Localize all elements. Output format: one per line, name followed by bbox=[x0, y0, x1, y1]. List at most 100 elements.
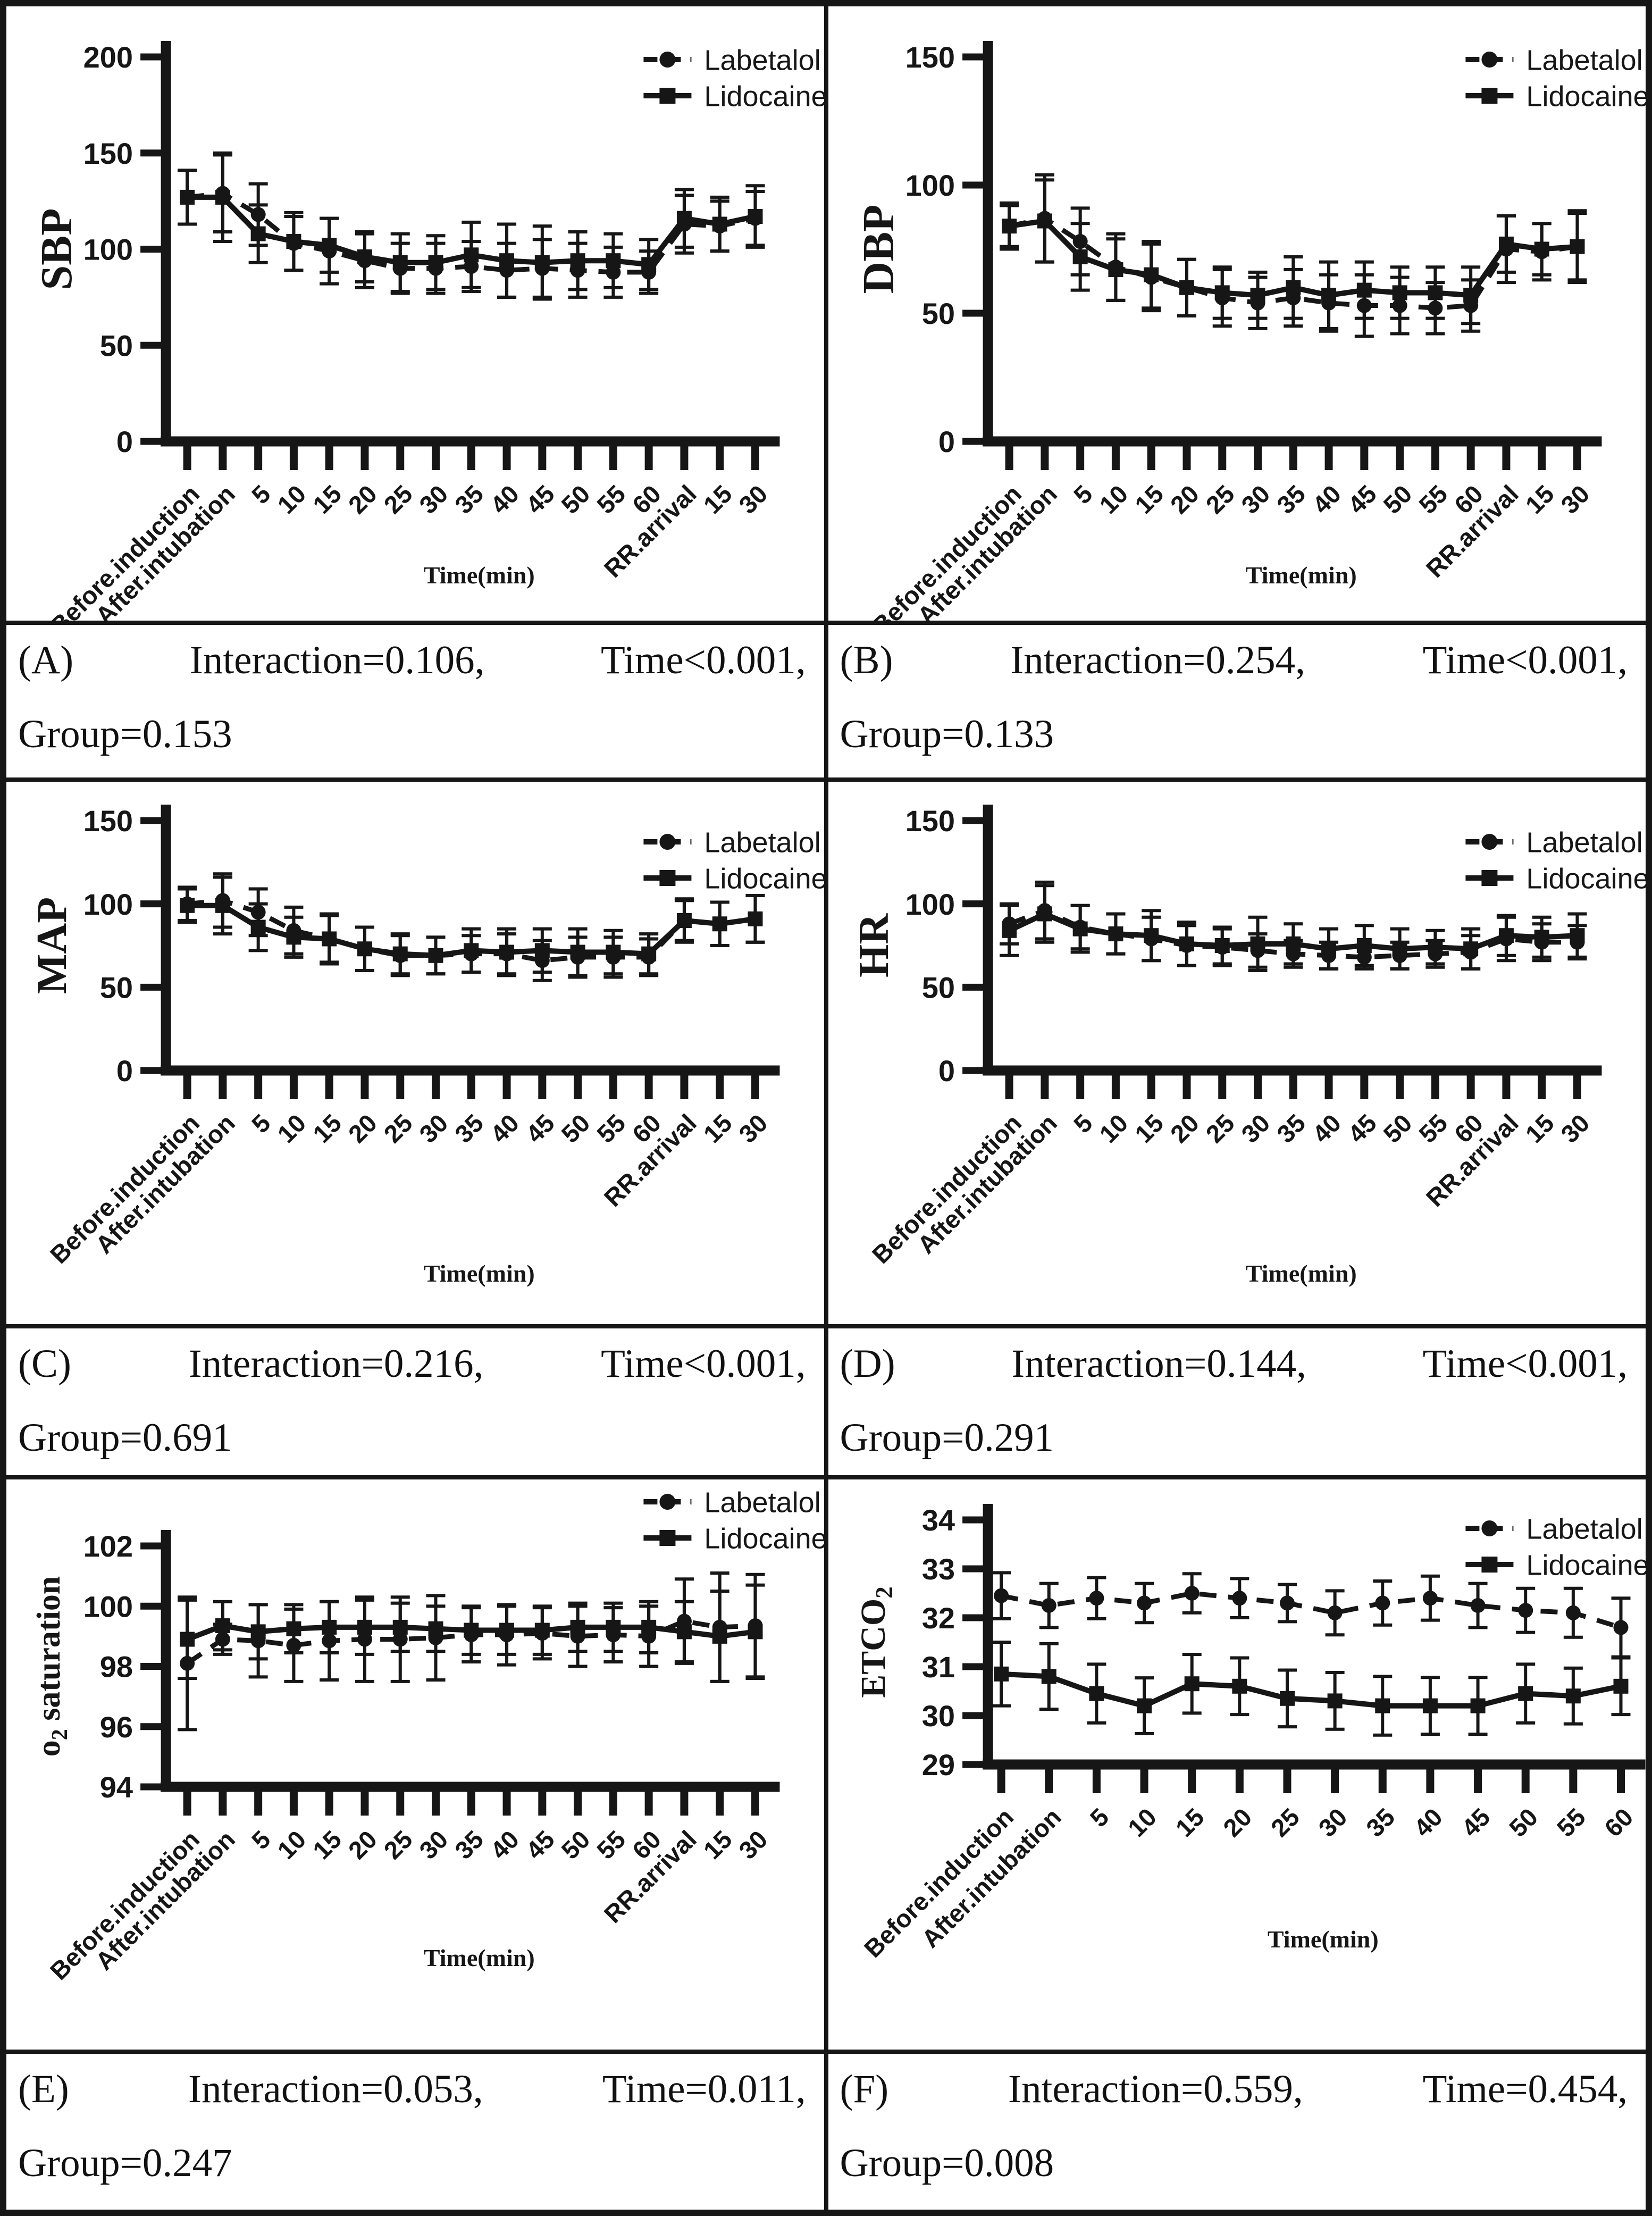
y-tick-label: 31 bbox=[921, 1650, 954, 1684]
x-tick-label: 60 bbox=[1599, 1803, 1638, 1842]
data-point-marker bbox=[357, 1632, 372, 1647]
data-point-marker bbox=[1613, 1678, 1628, 1694]
data-point-marker bbox=[676, 913, 692, 928]
caption-c-group: Group=0.691 bbox=[18, 1416, 232, 1460]
x-tick-label: 15 bbox=[698, 1825, 737, 1864]
x-tick-label: 40 bbox=[485, 1109, 524, 1148]
legend-label: Lidocaine bbox=[704, 1523, 824, 1554]
vertical-divider bbox=[824, 625, 828, 777]
data-point-marker bbox=[1108, 262, 1123, 278]
circle-marker-icon bbox=[1481, 52, 1497, 68]
data-point-marker bbox=[641, 257, 657, 272]
x-tick-label: 50 bbox=[1503, 1803, 1542, 1842]
x-tick-label: 40 bbox=[1306, 480, 1346, 519]
data-point-marker bbox=[286, 1621, 301, 1636]
x-tick-label: 35 bbox=[1360, 1803, 1399, 1842]
caption-d-line1: (D) Interaction=0.144, Time<0.001, bbox=[828, 1328, 1646, 1385]
data-point-marker bbox=[499, 944, 515, 960]
caption-a-label: (A) bbox=[18, 638, 74, 682]
horizontal-divider bbox=[6, 621, 1646, 625]
data-point-marker bbox=[993, 1588, 1009, 1603]
data-point-marker bbox=[1001, 219, 1017, 234]
x-tick-label: 25 bbox=[378, 480, 417, 519]
data-point-marker bbox=[570, 1619, 585, 1635]
x-tick-label: 30 bbox=[1236, 480, 1275, 519]
data-point-marker bbox=[1001, 923, 1017, 938]
data-point-marker bbox=[1136, 1698, 1152, 1713]
x-tick-label: 35 bbox=[449, 1825, 489, 1864]
x-tick-label: 10 bbox=[1094, 480, 1133, 519]
caption-e-time: Time=0.011, bbox=[602, 2067, 806, 2111]
data-point-marker bbox=[1565, 1688, 1581, 1704]
x-tick-label: 10 bbox=[1122, 1803, 1161, 1842]
data-point-marker bbox=[712, 216, 727, 232]
data-point-marker bbox=[676, 1624, 692, 1640]
x-tick-label: 15 bbox=[1170, 1803, 1209, 1842]
x-tick-label: 20 bbox=[1217, 1803, 1256, 1842]
dbp-chart: 050100150Before.inductionAfter.intubatio… bbox=[854, 40, 1646, 621]
data-point-marker bbox=[676, 211, 692, 226]
series-line-labetalol bbox=[1000, 1591, 1622, 1630]
caption-d: (D) Interaction=0.144, Time<0.001, Group… bbox=[828, 1328, 1646, 1475]
caption-f-group: Group=0.008 bbox=[840, 2141, 1054, 2185]
data-point-marker bbox=[1327, 1605, 1343, 1620]
x-tick-label: 20 bbox=[1164, 1109, 1204, 1148]
x-tick-label: 45 bbox=[1456, 1803, 1495, 1842]
data-point-marker bbox=[1470, 1598, 1486, 1613]
data-point-marker bbox=[322, 1633, 337, 1649]
x-tick-label: 25 bbox=[378, 1109, 417, 1148]
y-tick-label: 200 bbox=[83, 40, 133, 74]
x-tick-label: 30 bbox=[1555, 480, 1595, 519]
legend-label: Lidocaine bbox=[704, 863, 824, 894]
data-point-marker bbox=[428, 948, 443, 963]
data-point-marker bbox=[250, 1624, 266, 1640]
captions-row-2: (C) Interaction=0.216, Time<0.001, Group… bbox=[6, 1328, 1646, 1475]
data-point-marker bbox=[1321, 288, 1336, 303]
y-axis-title: DBP bbox=[854, 205, 903, 294]
panel-c-map: 0 50 100 150 Before.induction After.intubatio… bbox=[6, 782, 824, 1324]
data-point-marker bbox=[1422, 1591, 1438, 1606]
circle-marker-icon bbox=[659, 1494, 676, 1510]
x-tick-label: 15 bbox=[698, 480, 737, 519]
legend-label: Labetalol bbox=[704, 1486, 820, 1518]
x-axis-title: Time(min) bbox=[424, 562, 535, 589]
square-marker-icon bbox=[659, 1530, 676, 1546]
y-tick-label: 100 bbox=[905, 169, 954, 202]
data-point-marker bbox=[1179, 280, 1194, 295]
data-point-marker bbox=[1374, 1698, 1390, 1713]
captions-row-1: (A) Interaction=0.106, Time<0.001, Group… bbox=[6, 625, 1646, 777]
data-point-marker bbox=[1143, 267, 1159, 282]
data-point-marker bbox=[1470, 1698, 1486, 1713]
caption-a-line1: (A) Interaction=0.106, Time<0.001, bbox=[6, 625, 824, 682]
caption-b-interaction: Interaction=0.254, bbox=[1010, 638, 1305, 682]
legend-label: Lidocaine bbox=[1526, 1549, 1646, 1581]
x-tick-label: 40 bbox=[1408, 1803, 1447, 1842]
circle-marker-icon bbox=[1481, 1520, 1497, 1536]
data-point-marker bbox=[1088, 1686, 1104, 1701]
caption-a-group: Group=0.153 bbox=[18, 712, 232, 756]
y-tick-label: 100 bbox=[83, 233, 133, 266]
x-tick-label: 30 bbox=[414, 1109, 453, 1148]
data-point-marker bbox=[712, 916, 727, 932]
circle-marker-icon bbox=[1481, 834, 1497, 850]
square-marker-icon bbox=[1481, 1557, 1497, 1573]
x-tick-label: 10 bbox=[272, 1109, 311, 1148]
data-point-marker bbox=[464, 1623, 479, 1638]
x-tick-label: 15 bbox=[307, 1109, 347, 1148]
legend-label: Lidocaine bbox=[1526, 80, 1646, 112]
data-point-marker bbox=[1392, 285, 1407, 300]
data-point-marker bbox=[1517, 1686, 1533, 1701]
vertical-divider bbox=[824, 782, 828, 1324]
vertical-divider bbox=[824, 6, 828, 621]
y-tick-label: 150 bbox=[905, 804, 954, 838]
x-tick-label: 5 bbox=[1084, 1803, 1114, 1833]
x-tick-label: 40 bbox=[485, 480, 524, 519]
caption-b: (B) Interaction=0.254, Time<0.001, Group… bbox=[828, 625, 1646, 777]
caption-e-interaction: Interaction=0.053, bbox=[188, 2067, 483, 2111]
data-point-marker bbox=[1374, 1595, 1390, 1611]
data-point-marker bbox=[1179, 936, 1194, 951]
charts-row-2: 0 50 100 150 Before.induction After.intubatio… bbox=[6, 782, 1646, 1324]
data-point-marker bbox=[250, 226, 266, 241]
caption-e-line1: (E) Interaction=0.053, Time=0.011, bbox=[6, 2054, 824, 2111]
x-tick-label: 5 bbox=[1068, 480, 1097, 509]
